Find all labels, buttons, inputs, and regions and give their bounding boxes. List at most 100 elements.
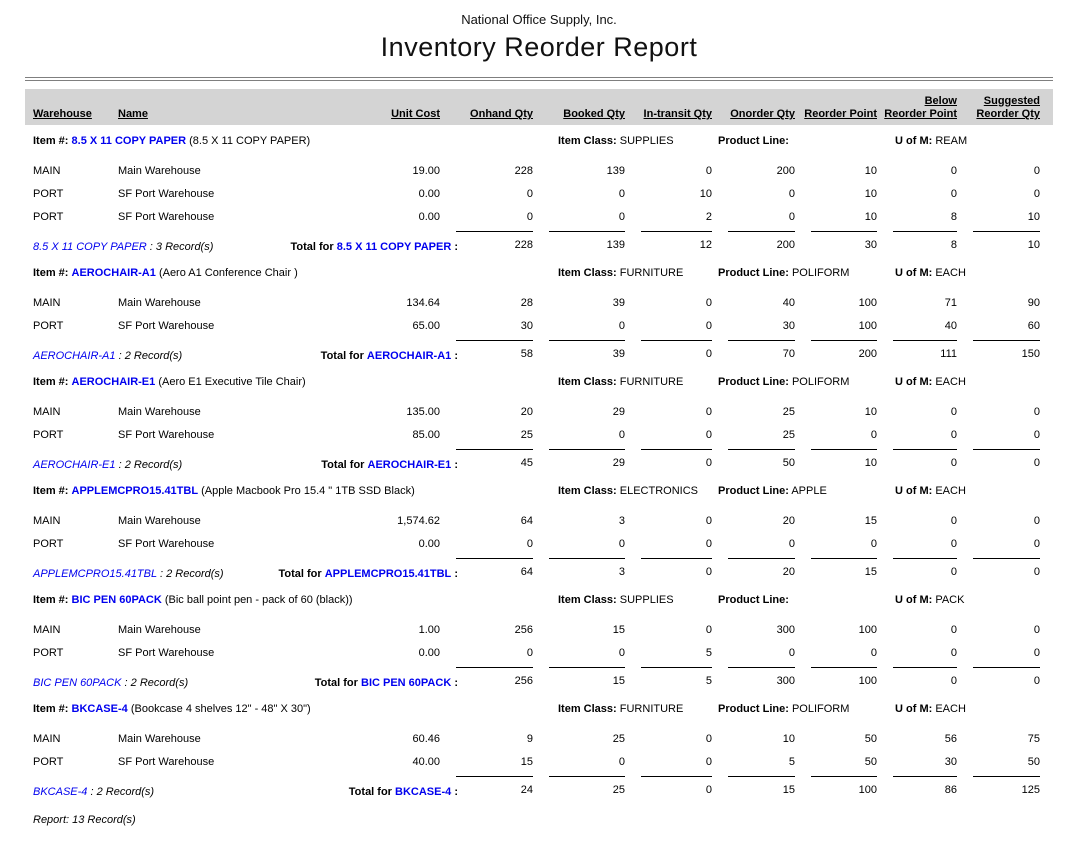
total-label: Total for 8.5 X 11 COPY PAPER :: [270, 238, 458, 257]
product-line: Product Line:: [718, 133, 789, 150]
cell-warehouse: MAIN: [33, 624, 61, 636]
item-code-link[interactable]: 8.5 X 11 COPY PAPER: [71, 135, 187, 147]
item-code-link[interactable]: AEROCHAIR-E1: [71, 376, 156, 388]
cell-booked: 0: [618, 647, 625, 659]
total-label: Total for BIC PEN 60PACK :: [270, 674, 458, 693]
item-number-label: Item #:: [33, 267, 69, 279]
cell-booked: 0: [618, 756, 625, 768]
total-colon: :: [454, 677, 458, 689]
item-code-link[interactable]: APPLEMCPRO15.41TBL: [71, 485, 199, 497]
cell-warehouse: PORT: [33, 756, 64, 768]
total-onhand: 228: [440, 231, 533, 257]
record-count-text: 3 Record(s): [155, 241, 214, 253]
cell-unit_cost: 1,574.62: [397, 515, 440, 527]
item-section: Item #: APPLEMCPRO15.41TBL (Apple Macboo…: [25, 483, 1053, 584]
uom-value: EACH: [935, 376, 966, 388]
item-code-link[interactable]: BKCASE-4: [71, 703, 128, 715]
table-row: PORT SF Port Warehouse 65.00 30 0 0 30 100 40 60: [25, 315, 1040, 338]
item-description: (8.5 X 11 COPY PAPER): [189, 135, 311, 147]
cell-intransit: 0: [705, 624, 712, 636]
cell-onhand: 0: [526, 647, 533, 659]
item-class-value: FURNITURE: [619, 703, 684, 715]
cell-name: Main Warehouse: [118, 406, 201, 418]
record-count: APPLEMCPRO15.41TBL : 2 Record(s): [25, 565, 270, 584]
cell-below_reorder: 71: [944, 297, 957, 309]
item-number-label: Item #:: [33, 135, 69, 147]
item-title: Item #: APPLEMCPRO15.41TBL (Apple Macboo…: [25, 483, 415, 500]
total-intransit: 0: [625, 776, 712, 802]
product-line-label: Product Line:: [718, 485, 789, 497]
cell-intransit: 0: [705, 297, 712, 309]
item-code-link[interactable]: BIC PEN 60PACK: [71, 594, 162, 606]
record-count: AEROCHAIR-A1 : 2 Record(s): [25, 347, 270, 366]
product-line: Product Line: POLIFORM: [718, 701, 849, 718]
item-code-link[interactable]: AEROCHAIR-A1: [71, 267, 156, 279]
column-header-booked-qty: Booked Qty: [563, 108, 625, 120]
cell-booked: 15: [612, 624, 625, 636]
column-header-suggested-reorder-qty: Suggested Reorder Qty: [976, 95, 1040, 120]
item-class-value: FURNITURE: [619, 376, 684, 388]
uom-label: U of M:: [895, 376, 933, 388]
unit-of-measure: U of M: EACH: [895, 265, 966, 282]
item-class: Item Class: SUPPLIES: [558, 592, 674, 609]
item-class-value: SUPPLIES: [619, 135, 674, 147]
cell-below_reorder: 0: [950, 538, 957, 550]
total-suggested: 0: [957, 667, 1040, 693]
cell-onhand: 228: [514, 165, 533, 177]
cell-below_reorder: 0: [950, 624, 957, 636]
total-reorder_point: 200: [795, 340, 877, 366]
table-row: MAIN Main Warehouse 1.00 256 15 0 300 100 0 0: [25, 619, 1040, 642]
cell-below_reorder: 40: [944, 320, 957, 332]
cell-onorder: 30: [782, 320, 795, 332]
item-header: Item #: BIC PEN 60PACK (Bic ball point p…: [25, 592, 1053, 612]
item-class: Item Class: FURNITURE: [558, 701, 683, 718]
item-title: Item #: BKCASE-4 (Bookcase 4 shelves 12"…: [25, 701, 311, 718]
item-class-label: Item Class:: [558, 135, 617, 147]
cell-onhand: 28: [520, 297, 533, 309]
total-intransit: 0: [625, 340, 712, 366]
item-header: Item #: APPLEMCPRO15.41TBL (Apple Macboo…: [25, 483, 1053, 503]
product-line-label: Product Line:: [718, 703, 789, 715]
cell-onorder: 0: [788, 211, 795, 223]
record-sep: :: [90, 786, 94, 798]
total-onorder: 70: [712, 340, 795, 366]
total-colon: :: [454, 459, 458, 471]
cell-below_reorder: 0: [950, 188, 957, 200]
total-for-label: Total for: [314, 677, 358, 689]
column-header-below-reorder-point: Below Reorder Point: [884, 95, 957, 120]
cell-onhand: 15: [520, 756, 533, 768]
product-line-label: Product Line:: [718, 594, 789, 606]
item-title: Item #: AEROCHAIR-E1 (Aero E1 Executive …: [25, 374, 306, 391]
item-number-label: Item #:: [33, 485, 69, 497]
cell-warehouse: MAIN: [33, 165, 61, 177]
cell-reorder_point: 0: [870, 647, 877, 659]
cell-booked: 25: [612, 733, 625, 745]
item-total-row: APPLEMCPRO15.41TBL : 2 Record(s) Total f…: [25, 558, 1040, 584]
column-header-intransit-qty: In-transit Qty: [643, 108, 712, 120]
cell-onorder: 5: [788, 756, 795, 768]
cell-reorder_point: 10: [864, 165, 877, 177]
total-onorder: 300: [712, 667, 795, 693]
total-onhand: 45: [440, 449, 533, 475]
uom-label: U of M:: [895, 135, 933, 147]
cell-below_reorder: 8: [950, 211, 957, 223]
cell-below_reorder: 0: [950, 406, 957, 418]
product-line-value: APPLE: [791, 485, 827, 497]
total-onhand: 256: [440, 667, 533, 693]
cell-intransit: 0: [705, 538, 712, 550]
product-line-value: POLIFORM: [791, 703, 850, 715]
cell-booked: 0: [618, 538, 625, 550]
total-suggested: 125: [957, 776, 1040, 802]
cell-name: Main Warehouse: [118, 165, 201, 177]
item-title: Item #: BIC PEN 60PACK (Bic ball point p…: [25, 592, 353, 609]
cell-booked: 139: [606, 165, 625, 177]
item-class-label: Item Class:: [558, 376, 617, 388]
total-reorder_point: 10: [795, 449, 877, 475]
cell-intransit: 0: [705, 515, 712, 527]
cell-booked: 0: [618, 211, 625, 223]
cell-onhand: 30: [520, 320, 533, 332]
item-class: Item Class: FURNITURE: [558, 265, 683, 282]
unit-of-measure: U of M: EACH: [895, 483, 966, 500]
total-below_reorder: 111: [877, 340, 957, 366]
record-sep: :: [118, 350, 122, 362]
